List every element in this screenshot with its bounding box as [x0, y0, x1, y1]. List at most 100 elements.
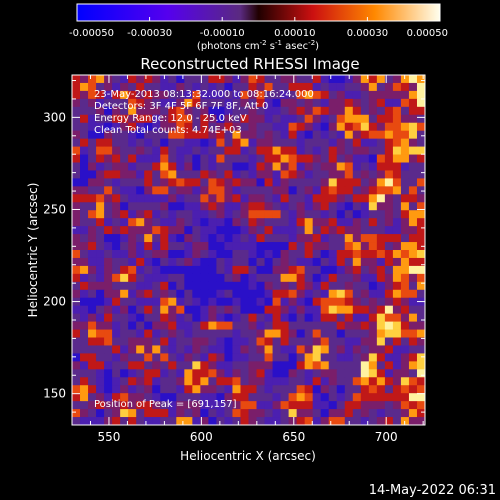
- heatmap-cell: [200, 385, 209, 394]
- heatmap-cell: [184, 281, 193, 291]
- heatmap-cell: [352, 305, 362, 315]
- heatmap-cell: [96, 393, 105, 402]
- heatmap-cell: [200, 313, 209, 322]
- heatmap-cell: [296, 361, 306, 370]
- heatmap-cell: [216, 281, 225, 291]
- heatmap-cell: [408, 250, 418, 259]
- heatmap-cell: [224, 305, 233, 315]
- heatmap-cell: [144, 337, 153, 346]
- heatmap-cell: [136, 377, 145, 386]
- peak-label: Position of Peak = [691,157]: [94, 399, 237, 410]
- heatmap-cell: [200, 369, 209, 378]
- heatmap-cell: [296, 321, 306, 330]
- heatmap-cell: [360, 114, 370, 124]
- heatmap-cell: [312, 146, 322, 155]
- heatmap-cell: [320, 218, 330, 227]
- heatmap-cell: [280, 138, 290, 147]
- heatmap-cell: [192, 401, 201, 410]
- heatmap-cell: [288, 393, 298, 402]
- heatmap-cell: [168, 138, 177, 147]
- heatmap-cell: [104, 122, 113, 132]
- colorbar: [76, 3, 441, 22]
- heatmap-cell: [88, 273, 97, 283]
- heatmap-cell: [336, 162, 346, 171]
- heatmap-cell: [376, 369, 386, 378]
- heatmap-cell: [216, 329, 225, 338]
- heatmap-cell: [200, 122, 209, 132]
- heatmap-cell: [120, 90, 129, 100]
- heatmap-cell: [152, 321, 161, 330]
- heatmap-cell: [152, 75, 161, 84]
- heatmap-cell: [152, 146, 161, 155]
- heatmap-cell: [320, 75, 330, 84]
- heatmap-cell: [376, 122, 386, 132]
- heatmap-cell: [176, 146, 185, 155]
- heatmap-cell: [272, 154, 281, 163]
- heatmap-cell: [168, 409, 177, 418]
- heatmap-cell: [88, 210, 97, 219]
- heatmap-cell: [248, 361, 257, 370]
- heatmap-cell: [416, 273, 426, 283]
- heatmap-cell: [336, 202, 346, 211]
- heatmap-cell: [160, 75, 169, 84]
- heatmap-cell: [336, 369, 346, 378]
- chart-title: Reconstructed RHESSI Image: [140, 55, 359, 73]
- heatmap-cell: [360, 393, 370, 402]
- heatmap-cell: [72, 186, 81, 195]
- x-tick-label: 550: [98, 430, 121, 444]
- heatmap-cell: [320, 106, 330, 116]
- heatmap-cell: [72, 242, 81, 251]
- heatmap-cell: [192, 337, 201, 346]
- heatmap-cell: [160, 130, 169, 140]
- heatmap-cell: [176, 289, 185, 299]
- heatmap-cell: [328, 98, 338, 108]
- heatmap-cell: [248, 82, 257, 92]
- heatmap-cell: [128, 162, 137, 171]
- heatmap-cell: [168, 146, 177, 155]
- heatmap-cell: [392, 257, 402, 267]
- heatmap-cell: [408, 130, 418, 140]
- heatmap-cell: [400, 98, 410, 108]
- heatmap-cell: [208, 321, 217, 330]
- heatmap-cell: [200, 329, 209, 338]
- heatmap-cell: [80, 281, 89, 291]
- heatmap-cell: [104, 281, 113, 291]
- heatmap-cell: [296, 345, 306, 354]
- heatmap-cell: [144, 90, 153, 100]
- heatmap-cell: [296, 234, 306, 243]
- heatmap-cell: [416, 313, 426, 322]
- heatmap-cell: [400, 257, 410, 267]
- heatmap-cell: [208, 218, 217, 227]
- heatmap-cell: [168, 353, 177, 362]
- heatmap-cell: [152, 385, 161, 394]
- heatmap-cell: [240, 242, 249, 251]
- heatmap-cell: [280, 305, 290, 315]
- heatmap-cell: [136, 98, 145, 108]
- heatmap-cell: [368, 353, 378, 362]
- heatmap-cell: [80, 226, 89, 235]
- heatmap-cell: [88, 417, 97, 426]
- heatmap-cell: [360, 202, 370, 211]
- heatmap-cell: [112, 250, 121, 259]
- heatmap-cell: [248, 337, 257, 346]
- heatmap-cell: [208, 75, 217, 84]
- heatmap-cell: [344, 250, 354, 259]
- heatmap-cell: [328, 401, 338, 410]
- heatmap-cell: [352, 242, 362, 251]
- heatmap-cell: [168, 321, 177, 330]
- heatmap-cell: [312, 385, 322, 394]
- heatmap-cell: [320, 186, 330, 195]
- heatmap-cell: [120, 218, 129, 227]
- heatmap-cell: [344, 122, 354, 132]
- heatmap-cell: [384, 257, 394, 267]
- heatmap-cell: [72, 417, 81, 426]
- heatmap-cell: [352, 281, 362, 291]
- heatmap-cell: [400, 281, 410, 291]
- heatmap-cell: [416, 369, 426, 378]
- heatmap-cell: [416, 218, 426, 227]
- heatmap-cell: [408, 289, 418, 299]
- heatmap-cell: [144, 186, 153, 195]
- heatmap-cell: [256, 361, 265, 370]
- heatmap-cell: [200, 130, 209, 140]
- heatmap-cell: [256, 281, 265, 291]
